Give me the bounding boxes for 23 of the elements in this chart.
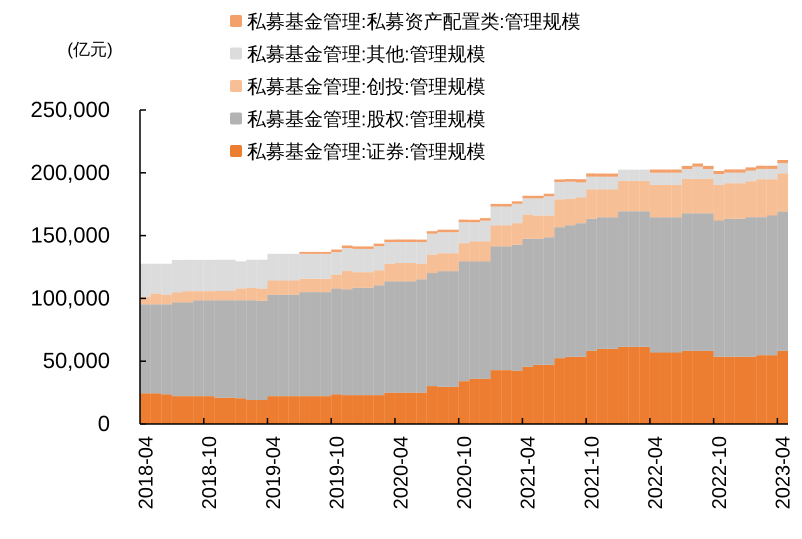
x-tick-label: 2018-04: [135, 436, 158, 510]
legend-label: 私募基金管理:私募资产配置类:管理规模: [247, 12, 581, 33]
x-tick-label: 2018-10: [199, 436, 222, 510]
x-tick-label: 2021-10: [581, 436, 604, 510]
y-tick-label: 250,000: [30, 97, 110, 122]
y-tick-label: 100,000: [30, 285, 110, 310]
legend-label: 私募基金管理:其他:管理规模: [247, 44, 486, 66]
x-tick-label: 2020-10: [454, 436, 476, 510]
y-tick-label: 50,000: [42, 348, 110, 374]
x-tick-label: 2019-10: [326, 436, 349, 510]
legend-label: 私募基金管理:股权:管理规模: [247, 110, 486, 130]
x-tick-label: 2022-04: [645, 436, 668, 510]
x-tick-label: 2021-04: [518, 436, 540, 510]
y-axis-title: (亿元): [67, 40, 113, 59]
legend-label: 私募基金管理:证券:管理规模: [247, 142, 486, 163]
y-tick-label: 0: [98, 411, 110, 436]
x-tick-label: 2022-10: [708, 436, 731, 510]
y-tick-label: 150,000: [30, 222, 110, 248]
y-tick-label: 200,000: [30, 160, 110, 185]
x-tick-label: 2023-04: [772, 436, 795, 510]
x-tick-label: 2020-04: [390, 436, 412, 510]
legend-label: 私募基金管理:创投:管理规模: [247, 77, 486, 98]
x-tick-label: 2019-04: [262, 436, 285, 510]
